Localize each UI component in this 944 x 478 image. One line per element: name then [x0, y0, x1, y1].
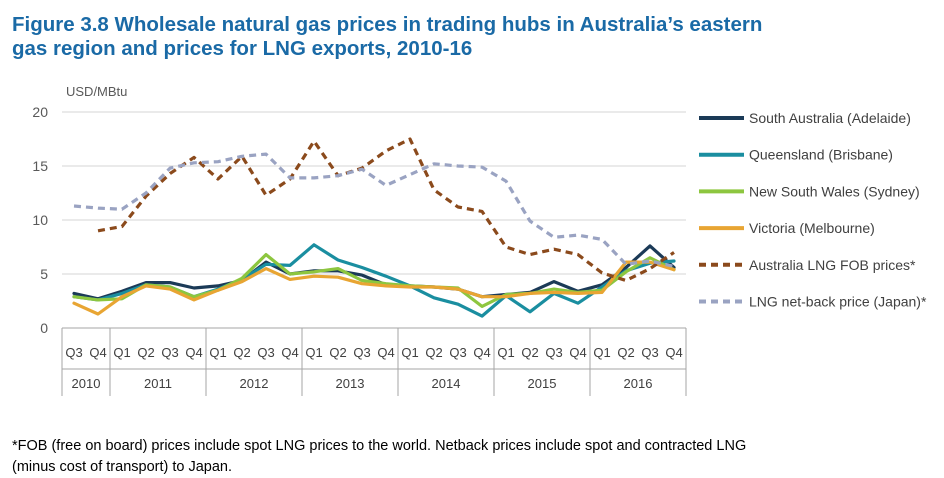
legend-label-australia-lng-fob-prices: Australia LNG FOB prices*	[749, 257, 916, 273]
year-label: 2015	[528, 376, 557, 391]
x-tick-label: Q2	[137, 345, 154, 360]
legend-label-lng-net-back-price-japan: LNG net-back price (Japan)*	[749, 294, 927, 310]
y-tick-label: 20	[32, 104, 48, 120]
y-tick-label: 0	[40, 320, 48, 336]
footnote: *FOB (free on board) prices include spot…	[12, 436, 937, 478]
legend-label-queensland-brisbane: Queensland (Brisbane)	[749, 147, 893, 163]
x-tick-label: Q1	[497, 345, 514, 360]
legend: South Australia (Adelaide) Queensland (Br…	[699, 110, 927, 310]
y-tick-label: 10	[32, 212, 48, 228]
x-tick-label: Q3	[641, 345, 658, 360]
x-tick-label: Q4	[281, 345, 298, 360]
x-axis: Q3 Q4 Q1 Q2 Q3 Q4 Q1 Q2 Q3 Q4 Q1 Q2 Q3 Q4 Q1 Q2 Q3 Q4 Q1 Q2…	[61, 327, 687, 396]
series-lines	[72, 137, 676, 318]
gridlines	[62, 111, 686, 275]
x-tick-label: Q1	[401, 345, 418, 360]
y-tick-label: 5	[40, 266, 48, 282]
x-tick-label: Q2	[617, 345, 634, 360]
x-tick-label: Q3	[449, 345, 466, 360]
x-tick-label: Q4	[185, 345, 202, 360]
x-tick-label: Q4	[473, 345, 490, 360]
x-tick-label: Q2	[521, 345, 538, 360]
footnote-line-1: *FOB (free on board) prices include spot…	[12, 438, 747, 454]
x-tick-label: Q4	[569, 345, 586, 360]
year-label: 2010	[72, 376, 101, 391]
x-tick-label: Q2	[329, 345, 346, 360]
x-tick-label: Q2	[233, 345, 250, 360]
x-tick-label: Q3	[65, 345, 82, 360]
year-label: 2011	[144, 376, 172, 391]
legend-label-new-south-wales-sydney: New South Wales (Sydney)	[749, 183, 920, 199]
x-tick-label: Q4	[665, 345, 682, 360]
year-label: 2012	[240, 376, 269, 391]
chart-title: Figure 3.8 Wholesale natural gas prices …	[12, 13, 937, 61]
legend-label-victoria-melbourne: Victoria (Melbourne)	[749, 220, 875, 236]
series-line-victoria-melbourne	[72, 260, 676, 316]
x-tick-label: Q3	[161, 345, 178, 360]
legend-label-south-australia-adelaide: South Australia (Adelaide)	[749, 110, 911, 126]
x-tick-label: Q4	[377, 345, 394, 360]
series-line-australia-lng-fob-prices	[97, 137, 675, 283]
y-tick-label: 15	[32, 158, 48, 174]
year-label: 2014	[432, 376, 461, 391]
x-tick-label: Q4	[89, 345, 106, 360]
x-tick-label: Q1	[113, 345, 130, 360]
x-tick-label: Q1	[209, 345, 226, 360]
year-label: 2013	[336, 376, 365, 391]
y-axis-label: USD/MBtu	[66, 84, 127, 99]
year-label: 2016	[624, 376, 653, 391]
series-line-south-australia-adelaide	[72, 244, 676, 301]
series-line-lng-net-back-price-japan	[73, 152, 675, 268]
x-tick-label: Q3	[257, 345, 274, 360]
x-tick-label: Q3	[545, 345, 562, 360]
y-axis: 0 5 10 15 20 USD/MBtu	[32, 84, 127, 336]
x-tick-label: Q1	[305, 345, 322, 360]
chart-title-line-1: Figure 3.8 Wholesale natural gas prices …	[12, 13, 763, 36]
x-tick-label: Q3	[353, 345, 370, 360]
x-tick-label: Q1	[593, 345, 610, 360]
x-tick-label: Q2	[425, 345, 442, 360]
footnote-line-2: (minus cost of transport) to Japan.	[12, 459, 233, 475]
chart-title-line-2: gas region and prices for LNG exports, 2…	[12, 37, 473, 60]
